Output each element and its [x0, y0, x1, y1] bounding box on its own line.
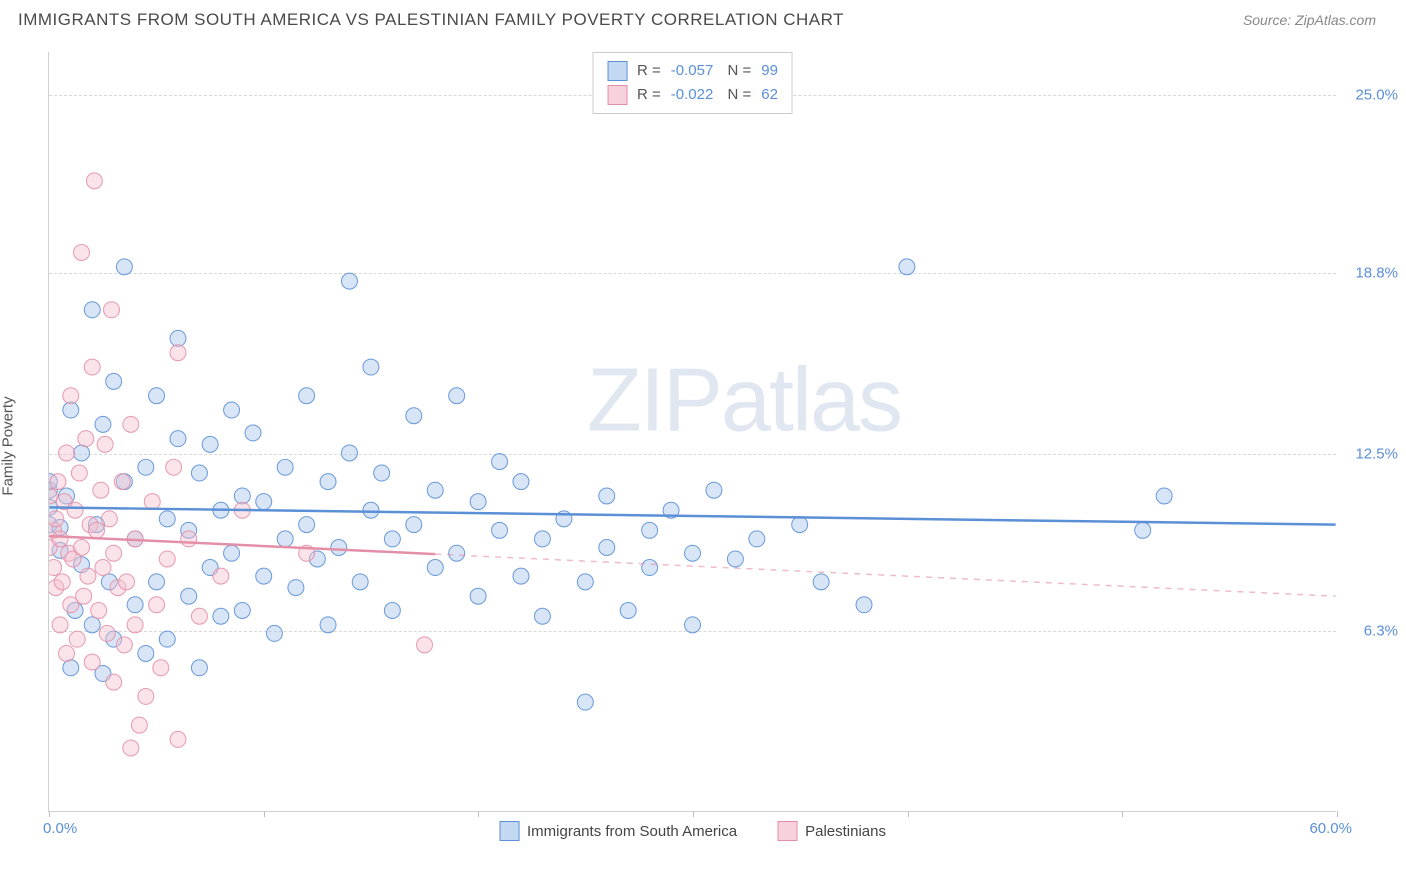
y-tick-label: 18.8%: [1355, 264, 1398, 281]
regression-line-extrapolated: [435, 554, 1335, 596]
x-tick: [693, 811, 694, 817]
y-tick-label: 6.3%: [1364, 623, 1398, 640]
legend-item: Immigrants from South America: [499, 821, 737, 841]
legend-row: R = -0.057 N = 99: [607, 59, 778, 83]
legend-item: Palestinians: [777, 821, 886, 841]
legend-row: R = -0.022 N = 62: [607, 83, 778, 107]
x-tick: [49, 811, 50, 817]
x-tick: [1122, 811, 1123, 817]
y-axis-label: Family Poverty: [0, 396, 17, 495]
x-tick: [908, 811, 909, 817]
swatch-blue-icon: [499, 821, 519, 841]
chart-title: IMMIGRANTS FROM SOUTH AMERICA VS PALESTI…: [18, 10, 844, 30]
x-axis-min: 0.0%: [43, 820, 77, 837]
chart-header: IMMIGRANTS FROM SOUTH AMERICA VS PALESTI…: [0, 0, 1406, 30]
swatch-pink-icon: [607, 85, 627, 105]
legend-top: R = -0.057 N = 99 R = -0.022 N = 62: [592, 52, 793, 114]
chart-source: Source: ZipAtlas.com: [1243, 12, 1376, 28]
y-tick-label: 12.5%: [1355, 445, 1398, 462]
x-tick: [478, 811, 479, 817]
regression-layer: [49, 52, 1336, 811]
chart-area: ZIPatlas R = -0.057 N = 99 R = -0.022 N …: [48, 52, 1336, 812]
x-axis-max: 60.0%: [1309, 820, 1352, 837]
swatch-pink-icon: [777, 821, 797, 841]
x-tick: [264, 811, 265, 817]
x-tick: [1337, 811, 1338, 817]
regression-line: [49, 507, 1335, 524]
legend-bottom: Immigrants from South America Palestinia…: [489, 821, 896, 841]
regression-line: [49, 536, 435, 554]
swatch-blue-icon: [607, 61, 627, 81]
plot-area: ZIPatlas R = -0.057 N = 99 R = -0.022 N …: [48, 52, 1336, 812]
y-tick-label: 25.0%: [1355, 87, 1398, 104]
